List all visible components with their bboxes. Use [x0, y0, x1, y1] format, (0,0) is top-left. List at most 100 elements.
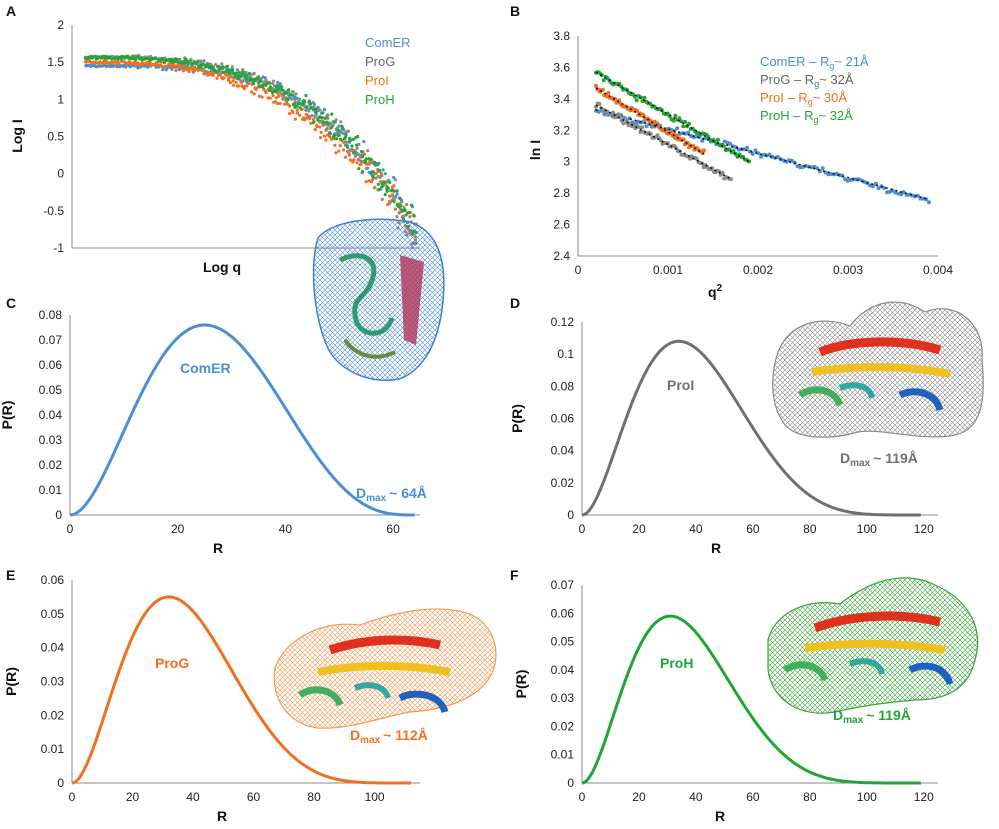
panel-a-point — [211, 73, 215, 78]
panel-a-point — [361, 154, 365, 159]
panel-a-point — [221, 70, 225, 75]
panel-b-point — [679, 119, 684, 124]
panel-a-point — [371, 175, 375, 179]
panel-a-point — [222, 76, 226, 80]
panel-a-point — [136, 66, 140, 70]
panel-a-point — [386, 203, 390, 207]
panel-f-y-tick: 0.06 — [551, 606, 575, 620]
panel-a-point — [388, 194, 392, 198]
panel-c-pr-curve — [69, 323, 415, 517]
panel-a-point — [251, 81, 255, 85]
panel-a-point — [337, 133, 341, 137]
panel-a-point — [405, 203, 409, 207]
panel-b-y-tick: 3 — [563, 155, 570, 169]
panel-b-point — [602, 112, 607, 117]
panel-b-point — [731, 149, 736, 154]
panel-b-point — [634, 98, 639, 103]
panel-a-point — [338, 144, 342, 148]
panel-a-legend-proh: ProH — [365, 92, 395, 107]
panel-b-point — [614, 115, 619, 120]
panel-a: -1 -0.5 0 0.5 1 1.5 2 Log I Log q ComER ProG P… — [9, 18, 420, 275]
panel-e-y-tick: 0.06 — [41, 573, 65, 587]
panel-f-pr-curve — [581, 614, 921, 785]
panel-a-point — [348, 136, 352, 140]
panel-a-point — [335, 137, 339, 141]
panel-a-point — [288, 104, 292, 108]
panel-a-point — [298, 113, 302, 117]
panel-a-point — [350, 148, 354, 152]
panel-a-point — [322, 120, 326, 124]
panel-a-point — [149, 54, 153, 59]
panel-a-point — [298, 106, 302, 110]
panel-e-y-tick: 0.03 — [41, 675, 65, 689]
panel-a-point — [370, 178, 374, 182]
panel-d-y-tick: 0.02 — [551, 476, 575, 490]
panel-a-point — [291, 110, 295, 115]
panel-a-point — [324, 138, 328, 142]
panel-b-point — [815, 166, 820, 171]
panel-a-y-tick: 2 — [57, 18, 64, 32]
panel-a-point — [215, 76, 219, 80]
structure-image-proi — [772, 301, 984, 438]
panel-a-point — [388, 200, 392, 204]
panel-a-point — [202, 59, 206, 63]
panel-a-point — [196, 60, 200, 64]
panel-c-x-tick: 20 — [171, 522, 185, 536]
panel-b-point — [710, 166, 715, 171]
panel-b-point — [642, 95, 647, 100]
panel-a-point — [244, 74, 248, 78]
panel-a-point — [98, 60, 102, 64]
panel-a-point — [305, 116, 309, 120]
panel-a-point — [342, 140, 346, 144]
panel-a-point — [230, 65, 234, 69]
panel-a-point — [96, 55, 100, 59]
panel-a-point — [303, 99, 307, 104]
panel-f-x-tick: 60 — [746, 790, 760, 804]
panel-f-y-label: P(R) — [513, 670, 529, 699]
panel-a-point — [377, 161, 381, 165]
panel-b-point — [655, 133, 660, 138]
panel-a-point — [401, 214, 406, 218]
panel-a-point — [190, 63, 194, 67]
panel-a-point — [398, 197, 402, 201]
panel-a-point — [232, 83, 236, 87]
panel-b-point — [747, 149, 752, 154]
panel-a-point — [364, 180, 368, 184]
panel-a-point — [333, 120, 337, 124]
panel-a-point — [205, 62, 209, 66]
panel-a-point — [273, 90, 278, 94]
panel-d-pr-curve — [581, 339, 921, 517]
panel-b-point — [775, 154, 780, 159]
panel-a-point — [115, 65, 119, 69]
panel-e: 0 0.01 0.02 0.03 0.04 0.05 0.06 0 20 40 60 80 100 P(R… — [3, 573, 420, 824]
panel-a-point — [278, 102, 282, 106]
panel-d-x-tick: 40 — [689, 522, 703, 536]
panel-a-legend-comer: ComER — [365, 35, 411, 50]
panel-a-point — [326, 124, 330, 128]
panel-e-y-label: P(R) — [3, 667, 19, 696]
panel-b-x-label: q2 — [708, 283, 723, 300]
panel-a-point — [395, 189, 399, 193]
panel-b: 2.4 2.6 2.8 3 3.2 3.4 3.6 3.8 0 0.001 0.002 0.003 0.… — [527, 29, 953, 300]
panel-f-y-tick: 0.05 — [551, 635, 575, 649]
panel-b-point — [745, 145, 750, 150]
structure-image-proh — [767, 577, 979, 714]
panel-a-point — [234, 80, 238, 84]
panel-a-point — [336, 128, 341, 132]
panel-a-point — [326, 121, 330, 125]
panel-a-point — [378, 168, 382, 172]
panel-a-point — [263, 76, 267, 80]
panel-a-point — [364, 157, 368, 161]
panel-a-point — [373, 160, 377, 164]
panel-a-point — [245, 84, 249, 88]
panel-a-point — [308, 102, 313, 106]
panel-a-point — [220, 62, 224, 66]
panel-a-point — [112, 64, 116, 68]
panel-a-point — [346, 129, 351, 133]
panel-a-point — [330, 112, 334, 116]
panel-b-point — [636, 125, 641, 129]
panel-a-y-tick: -0.5 — [43, 204, 64, 218]
panel-letter-f: F — [510, 567, 519, 583]
panel-b-y-tick: 2.6 — [553, 218, 570, 232]
panel-d-y-tick: 0.04 — [551, 444, 575, 458]
